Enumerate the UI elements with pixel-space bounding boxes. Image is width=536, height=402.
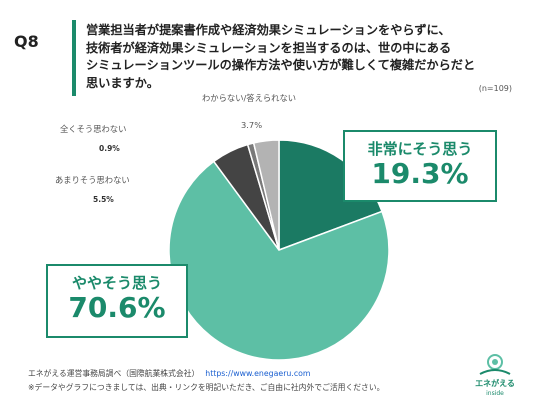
slice-value-not-at-all: 0.9%	[99, 144, 120, 153]
question-accent-bar	[72, 20, 76, 96]
slice-callout-somewhat-agree: ややそう思う 70.6%	[46, 264, 188, 338]
slice-label-not-really: あまりそう思わない	[55, 175, 130, 185]
question-number: Q8	[14, 32, 39, 51]
logo-text: エネがえる	[475, 378, 515, 388]
slice-label-unknown: わからない/答えられない	[202, 93, 296, 103]
source-link[interactable]: https://www.enegaeru.com	[205, 369, 311, 378]
pie-slice-unknown	[252, 139, 280, 251]
slice-label-somewhat-agree: ややそう思う	[71, 274, 162, 292]
question-line: シミュレーションツールの操作方法や使い方が難しくて複雑だからだと	[86, 58, 476, 72]
question-line: 技術者が経済効果シミュレーションを担当するのは、世の中にある	[86, 40, 452, 55]
enegaeru-logo-icon: エネがえる inside	[475, 354, 515, 397]
question-line: 営業担当者が提案書作成や経済効果シミュレーションをやらずに、	[86, 23, 451, 37]
source-text: エネがえる運営事務局調べ（国際航業株式会社）	[28, 369, 200, 378]
slice-value-strongly-agree: 19.3%	[371, 157, 469, 190]
slice-value-somewhat-agree: 70.6%	[68, 291, 166, 324]
sample-size: (n=109)	[478, 84, 512, 93]
slice-value-not-really: 5.5%	[93, 195, 114, 204]
slice-callout-strongly-agree: 非常にそう思う 19.3%	[343, 130, 497, 202]
slice-value-unknown: 3.7%	[241, 120, 262, 130]
slice-label-not-at-all: 全くそう思わない	[60, 124, 126, 134]
pie-slice-somewhat-agree	[168, 160, 390, 361]
source-line: エネがえる運営事務局調べ（国際航業株式会社） https://www.enegae…	[28, 368, 310, 379]
question-text: 営業担当者が提案書作成や経済効果シミュレーションをやらずに、 技術者が経済効果シ…	[86, 22, 526, 92]
slice-label-strongly-agree: 非常にそう思う	[367, 140, 473, 158]
logo-subtext: inside	[486, 390, 504, 397]
question-line: 思いますか。	[86, 75, 159, 90]
usage-note: ※データやグラフにつきましては、出典・リンクを明記いただき、ご自由に社内外でご活…	[28, 383, 385, 392]
